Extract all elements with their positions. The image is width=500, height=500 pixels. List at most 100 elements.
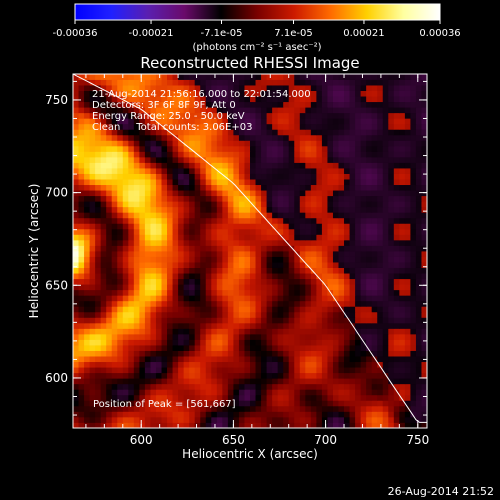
heatmap-cell [139, 79, 146, 86]
heatmap-cell [133, 79, 140, 86]
heatmap-cell [189, 156, 196, 163]
heatmap-cell [111, 195, 118, 202]
heatmap-cell [172, 400, 179, 407]
heatmap-cell [305, 322, 312, 329]
heatmap-cell [399, 134, 406, 141]
heatmap-cell [321, 273, 328, 280]
heatmap-cell [100, 422, 107, 428]
heatmap-cell [272, 356, 279, 363]
heatmap-cell [89, 328, 96, 335]
heatmap-cell [172, 206, 179, 213]
heatmap-cell [244, 356, 251, 363]
heatmap-cell [332, 322, 339, 329]
heatmap-cell [100, 333, 107, 340]
heatmap-cell [84, 179, 90, 186]
heatmap-cell [344, 123, 350, 130]
heatmap-cell [344, 416, 350, 423]
heatmap-cell [360, 129, 367, 136]
heatmap-cell [283, 317, 290, 324]
heatmap-cell [144, 212, 151, 219]
heatmap-cell [382, 79, 389, 86]
heatmap-cell [327, 405, 334, 412]
heatmap-cell [250, 356, 256, 363]
heatmap-cell [172, 416, 179, 423]
heatmap-cell [283, 228, 290, 235]
heatmap-cell [95, 96, 102, 103]
heatmap-cell [117, 422, 124, 428]
heatmap-cell [283, 311, 290, 318]
heatmap-cell [344, 184, 350, 191]
heatmap-cell [106, 228, 113, 235]
heatmap-cell [117, 367, 124, 374]
heatmap-cell [211, 367, 218, 374]
heatmap-cell [155, 123, 162, 130]
heatmap-cell [327, 162, 334, 169]
heatmap-cell [161, 361, 168, 368]
heatmap-cell [415, 123, 422, 130]
heatmap-cell [272, 295, 279, 302]
heatmap-cell [78, 278, 85, 285]
heatmap-cell [144, 123, 151, 130]
heatmap-cell [183, 361, 190, 368]
heatmap-cell [283, 245, 290, 252]
heatmap-cell [133, 394, 140, 401]
heatmap-cell [117, 190, 124, 197]
heatmap-cell [388, 278, 395, 285]
heatmap-cell [183, 306, 190, 313]
heatmap-cell [100, 405, 107, 412]
heatmap-cell [404, 306, 411, 313]
heatmap-cell [117, 96, 124, 103]
heatmap-cell [233, 223, 240, 230]
heatmap-cell [321, 145, 328, 152]
heatmap-cell [183, 206, 190, 213]
heatmap-cell [399, 129, 406, 136]
heatmap-cell [117, 179, 124, 186]
heatmap-cell [205, 217, 212, 224]
heatmap-cell [305, 273, 312, 280]
heatmap-cell [283, 262, 290, 268]
heatmap-cell [250, 306, 256, 313]
heatmap-cell [310, 367, 317, 374]
heatmap-cell [410, 383, 417, 390]
heatmap-cell [360, 212, 367, 219]
heatmap-cell [128, 267, 135, 274]
heatmap-cell [89, 367, 96, 374]
heatmap-cell [244, 251, 251, 257]
heatmap-cell [167, 356, 173, 363]
heatmap-cell [283, 416, 290, 423]
heatmap-cell [172, 156, 179, 163]
heatmap-cell [244, 311, 251, 318]
heatmap-cell [200, 101, 207, 108]
heatmap-cell [349, 162, 356, 169]
heatmap-cell [150, 217, 157, 224]
heatmap-cell [178, 367, 185, 374]
heatmap-cell [84, 383, 90, 390]
heatmap-cell [393, 333, 400, 340]
heatmap-cell [106, 145, 113, 152]
heatmap-cell [106, 405, 113, 412]
heatmap-cell [172, 123, 179, 130]
heatmap-cell [321, 289, 328, 296]
heatmap-cell [299, 289, 306, 296]
heatmap-cell [222, 367, 229, 374]
heatmap-cell [410, 328, 417, 335]
heatmap-cell [393, 350, 400, 357]
heatmap-cell [388, 383, 395, 390]
heatmap-cell [111, 295, 118, 302]
heatmap-cell [122, 168, 129, 174]
heatmap-cell [128, 333, 135, 340]
heatmap-cell [355, 151, 362, 158]
heatmap-cell [155, 179, 162, 186]
heatmap-cell [415, 156, 422, 163]
heatmap-cell [377, 217, 384, 224]
heatmap-cell [238, 356, 245, 363]
heatmap-cell [178, 234, 185, 241]
heatmap-cell [327, 284, 334, 291]
heatmap-cell [78, 74, 85, 80]
heatmap-cell [78, 311, 85, 318]
heatmap-cell [250, 416, 256, 423]
heatmap-cell [277, 400, 284, 407]
heatmap-cell [128, 234, 135, 241]
heatmap-cell [355, 85, 362, 91]
heatmap-cell [321, 256, 328, 263]
